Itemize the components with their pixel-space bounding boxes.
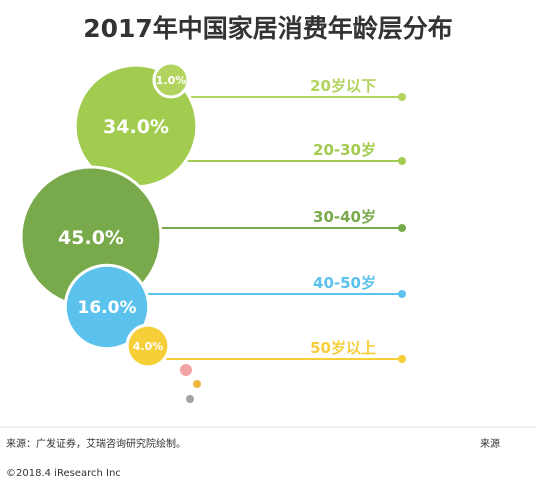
chart-marks: 20岁以下 20-30岁 30-40岁 40-50岁 50岁以上 34.0% 1.0% 45.… [19, 61, 406, 369]
decorative-dot-1 [180, 364, 192, 376]
source-note-right: 来源 [480, 437, 500, 450]
connector-end-dot-series-3 [398, 224, 406, 232]
value-label-series-4: 16.0% [78, 298, 137, 318]
category-label-series-3: 30-40岁 [313, 208, 376, 226]
value-label-series-5: 4.0% [133, 340, 164, 353]
value-label-series-1: 1.0% [156, 74, 187, 87]
category-label-series-5: 50岁以上 [310, 339, 376, 357]
value-label-series-3: 45.0% [58, 227, 124, 249]
bubble-series-1 [152, 61, 190, 99]
bubble-series-5 [125, 323, 171, 369]
chart-title: 2017年中国家居消费年龄层分布 [83, 14, 453, 43]
category-label-series-2: 20-30岁 [313, 141, 376, 159]
category-label-series-1: 20岁以下 [310, 77, 376, 95]
copyright: ©2018.4 iResearch Inc [6, 468, 121, 479]
connector-end-dot-series-4 [398, 290, 406, 298]
source-note: 来源：广发证券，艾瑞咨询研究院绘制。 [6, 437, 186, 450]
category-label-series-4: 40-50岁 [313, 274, 376, 292]
connector-end-dot-series-5 [398, 355, 406, 363]
decorative-dot-2 [193, 380, 201, 388]
connector-end-dot-series-1 [398, 93, 406, 101]
decorative-dot-3 [186, 395, 194, 403]
decorative-dots [180, 364, 201, 403]
bubble-series-4 [63, 263, 151, 351]
connector-end-dot-series-2 [398, 157, 406, 165]
value-label-series-2: 34.0% [103, 116, 169, 138]
